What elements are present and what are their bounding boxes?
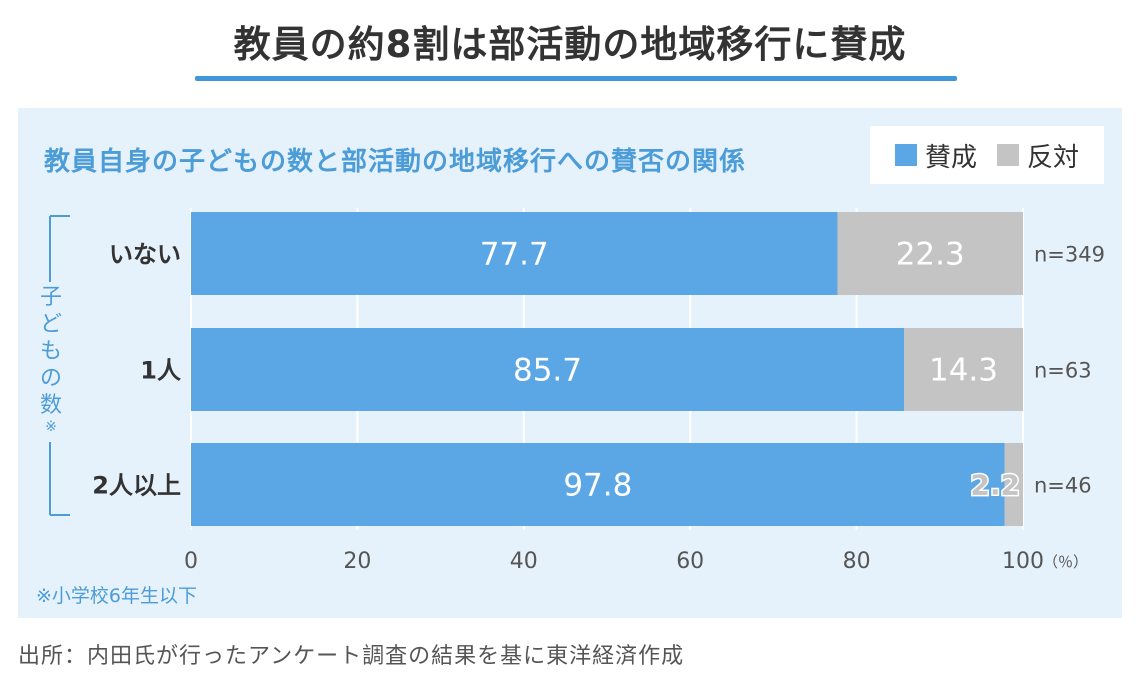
chart-footnote: ※小学校6年生以下 xyxy=(36,585,197,607)
data-label-approve: 77.7 xyxy=(480,237,549,273)
legend-label-approve: 賛成 xyxy=(924,142,977,173)
legend-item-oppose: 反対 xyxy=(997,137,1079,174)
x-tick-label: 80 xyxy=(843,549,871,574)
x-tick-label: 20 xyxy=(343,549,371,574)
bar-oppose xyxy=(904,328,1023,411)
y-group-char: 子 xyxy=(39,285,62,310)
x-tick-label: 60 xyxy=(676,549,704,574)
y-group-char: 数 xyxy=(39,393,62,418)
x-unit-label: （％） xyxy=(1043,553,1088,571)
bar-approve xyxy=(191,328,905,411)
data-label-oppose: 2.2 xyxy=(970,469,1020,502)
x-tick-label: 100 xyxy=(1002,549,1044,574)
y-group-label: 子 ど も の 数 ※ xyxy=(38,284,64,435)
chart-subtitle: 教員自身の子どもの数と部活動の地域移行への賛否の関係 xyxy=(44,147,747,177)
chart-main-title: 教員の約8割は部活動の地域移行に賛成 xyxy=(233,23,907,66)
data-label-oppose: 14.3 xyxy=(929,353,998,389)
y-group-char: ど xyxy=(39,312,62,337)
legend-item-approve: 賛成 xyxy=(894,137,977,174)
chart-legend: 賛成 反対 xyxy=(870,126,1104,184)
bar-oppose xyxy=(837,212,1023,295)
legend-swatch-oppose xyxy=(997,144,1019,166)
x-tick-label: 40 xyxy=(510,549,538,574)
data-label-approve: 97.8 xyxy=(563,468,632,504)
category-label: 2人以上 xyxy=(92,472,181,500)
y-group-char: の xyxy=(39,366,62,391)
source-note: 出所：内田氏が行ったアンケート調査の結果を基に東洋経済作成 xyxy=(18,644,685,669)
bar-oppose xyxy=(1004,443,1023,526)
sample-size-label: n=349 xyxy=(1034,243,1105,267)
bar-approve xyxy=(191,443,1005,526)
category-label: いない xyxy=(109,241,181,269)
bar-approve xyxy=(191,212,838,295)
data-label-approve: 85.7 xyxy=(513,353,582,389)
data-label-oppose: 22.3 xyxy=(896,237,965,273)
title-underline xyxy=(195,76,957,81)
legend-label-oppose: 反対 xyxy=(1027,142,1080,173)
legend-swatch-approve xyxy=(894,144,917,166)
y-group-char: も xyxy=(39,339,62,364)
sample-size-label: n=63 xyxy=(1034,359,1092,383)
sample-size-label: n=46 xyxy=(1034,474,1092,498)
x-tick-label: 0 xyxy=(184,549,198,574)
y-group-char: ※ xyxy=(45,419,57,435)
category-label: 1人 xyxy=(140,357,181,385)
